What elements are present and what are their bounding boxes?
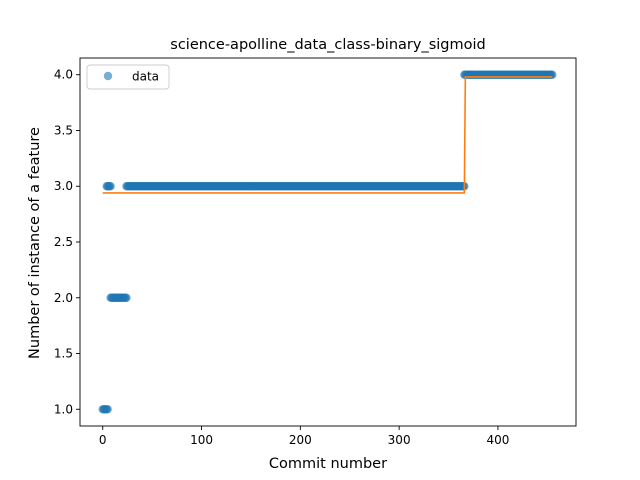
chart-title: science-apolline_data_class-binary_sigmo…	[170, 37, 485, 53]
y-tick-label: 3.0	[54, 179, 73, 193]
legend-marker	[103, 71, 113, 81]
x-tick-label: 200	[289, 433, 312, 447]
plot-area: 0 100 200 300 400 1.0 1.5 2.0 2.5 3.0 3.5 4.0 data	[54, 57, 577, 447]
data-point	[122, 293, 131, 302]
y-tick-label: 2.0	[54, 291, 73, 305]
data-points	[98, 70, 557, 414]
legend-label: data	[132, 70, 159, 84]
data-point	[103, 405, 112, 414]
x-tick-label: 100	[190, 433, 213, 447]
x-tick-label: 400	[486, 433, 509, 447]
legend-box	[86, 64, 170, 90]
y-tick-label: 2.5	[54, 235, 73, 249]
legend: data	[86, 64, 170, 90]
data-point	[106, 182, 115, 191]
y-tick-label: 1.0	[54, 402, 73, 416]
x-tick-label: 0	[99, 433, 107, 447]
y-axis-label: Number of instance of a feature	[27, 127, 43, 359]
y-tick-label: 4.0	[54, 68, 73, 82]
y-tick-label: 1.5	[54, 347, 73, 361]
x-axis-label: Commit number	[269, 456, 387, 472]
x-tick-label: 300	[388, 433, 411, 447]
fit-line	[102, 76, 553, 194]
y-tick-label: 3.5	[54, 123, 73, 137]
